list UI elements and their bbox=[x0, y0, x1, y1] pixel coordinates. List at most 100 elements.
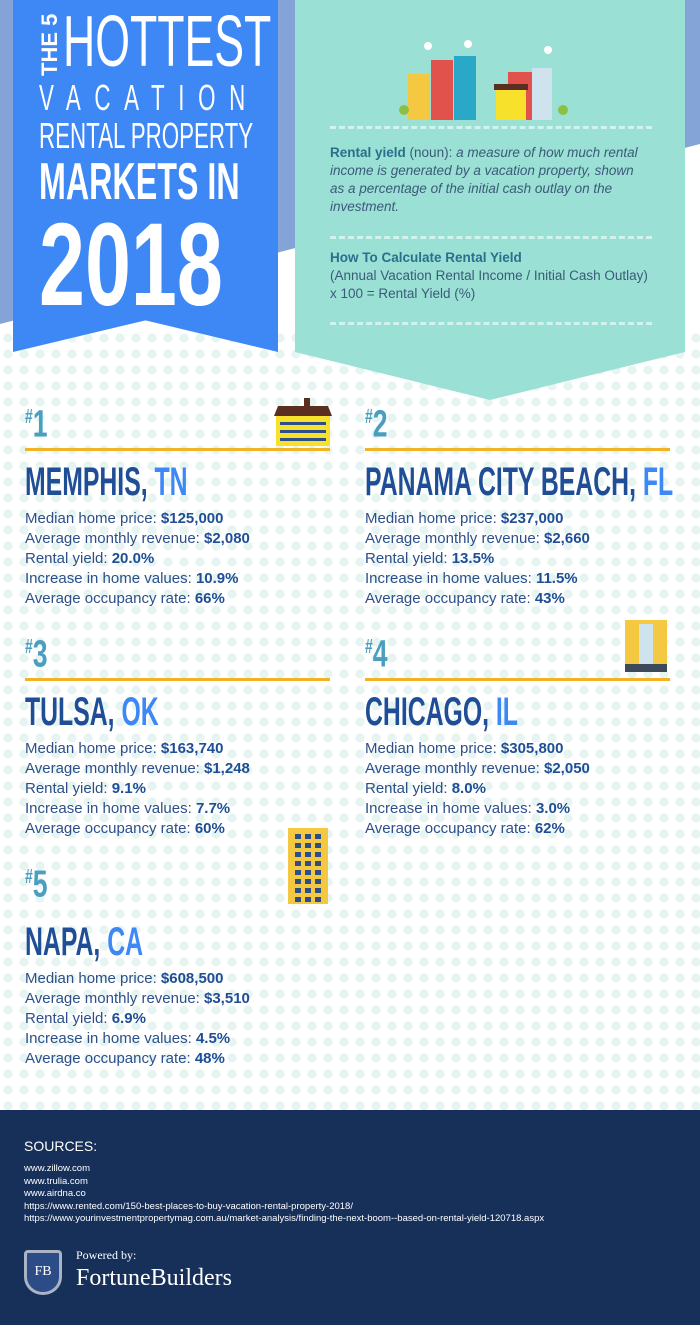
stat-value: 48% bbox=[194, 1049, 225, 1067]
rank-number: 3 bbox=[32, 633, 48, 676]
calculation-block: How To Calculate Rental Yield (Annual Va… bbox=[330, 249, 650, 303]
stat-revenue: Average monthly revenue: $2,050 bbox=[365, 759, 675, 779]
city-name: NAPA, CA bbox=[25, 919, 143, 965]
window bbox=[305, 897, 311, 902]
stat-label: Median home price: bbox=[25, 969, 161, 987]
title-banner: THE 5 HOTTEST VACATION RENTAL PROPERTY M… bbox=[13, 0, 278, 352]
stat-value: 43% bbox=[534, 589, 565, 607]
window bbox=[305, 843, 311, 848]
city-skyline-illustration bbox=[399, 40, 568, 120]
stat-label: Rental yield: bbox=[365, 779, 452, 797]
title-hottest: HOTTEST bbox=[63, 2, 272, 82]
stat-label: Median home price: bbox=[365, 739, 501, 757]
stat-label: Average monthly revenue: bbox=[25, 759, 204, 777]
stat-label: Rental yield: bbox=[25, 1009, 112, 1027]
stat-increase: Increase in home values: 11.5% bbox=[365, 569, 675, 589]
stat-yield: Rental yield: 13.5% bbox=[365, 549, 675, 569]
divider bbox=[330, 126, 652, 129]
window bbox=[295, 861, 301, 866]
title-vacation: VACATION bbox=[39, 77, 259, 118]
window bbox=[295, 870, 301, 875]
stat-median: Median home price: $163,740 bbox=[25, 739, 335, 759]
stat-value: 60% bbox=[194, 819, 225, 837]
divider-line bbox=[365, 677, 670, 681]
rank-number: 1 bbox=[32, 403, 48, 446]
stat-label: Increase in home values: bbox=[365, 799, 536, 817]
source-link[interactable]: https://www.yourinvestmentpropertymag.co… bbox=[24, 1213, 545, 1224]
stat-label: Average occupancy rate: bbox=[365, 589, 535, 607]
market-card-5: #5 NAPA, CA Median home price: $608,500 Ave… bbox=[25, 856, 335, 1069]
stat-value: 20.0% bbox=[111, 549, 155, 567]
definition-term: Rental yield bbox=[330, 145, 406, 160]
stat-value: 9.1% bbox=[111, 779, 146, 797]
city-name: MEMPHIS, TN bbox=[25, 459, 188, 505]
stat-median: Median home price: $237,000 bbox=[365, 509, 675, 529]
state: OK bbox=[121, 689, 159, 734]
stat-label: Rental yield: bbox=[365, 549, 452, 567]
building-icon bbox=[274, 398, 332, 446]
stat-label: Median home price: bbox=[365, 509, 501, 527]
stat-value: $1,248 bbox=[204, 759, 250, 777]
stat-label: Increase in home values: bbox=[25, 799, 196, 817]
window bbox=[315, 834, 321, 839]
title-markets-in: MARKETS IN bbox=[39, 153, 240, 211]
rank-label: #3 bbox=[25, 633, 48, 676]
stat-value: 66% bbox=[194, 589, 225, 607]
market-card-3: #3 TULSA, OK Median home price: $163,740 Av… bbox=[25, 626, 335, 839]
source-link[interactable]: www.airdna.co bbox=[24, 1188, 86, 1199]
source-link[interactable]: www.trulia.com bbox=[24, 1175, 88, 1187]
definition-panel bbox=[295, 0, 685, 400]
stat-value: 4.5% bbox=[195, 1029, 231, 1047]
title-year: 2018 bbox=[39, 199, 223, 331]
stat-value: $3,510 bbox=[204, 989, 250, 1007]
window bbox=[315, 852, 321, 857]
stat-value: 3.0% bbox=[535, 799, 571, 817]
stat-label: Average monthly revenue: bbox=[365, 529, 544, 547]
window bbox=[305, 834, 311, 839]
divider-line bbox=[25, 447, 330, 451]
stat-label: Increase in home values: bbox=[25, 1029, 196, 1047]
stat-label: Rental yield: bbox=[25, 549, 112, 567]
stat-label: Average occupancy rate: bbox=[365, 819, 535, 837]
window bbox=[315, 870, 321, 875]
city-name: TULSA, OK bbox=[25, 689, 159, 735]
stat-label: Average monthly revenue: bbox=[25, 989, 204, 1007]
stat-increase: Increase in home values: 7.7% bbox=[25, 799, 335, 819]
stat-median: Median home price: $608,500 bbox=[25, 969, 335, 989]
rank-number: 2 bbox=[372, 403, 388, 446]
stat-revenue: Average monthly revenue: $1,248 bbox=[25, 759, 335, 779]
rank-label: #1 bbox=[25, 403, 48, 446]
source-link[interactable]: https://www.rented.com/150-best-places-t… bbox=[24, 1200, 353, 1212]
window bbox=[295, 852, 301, 857]
window bbox=[295, 834, 301, 839]
stat-revenue: Average monthly revenue: $2,080 bbox=[25, 529, 335, 549]
city-name: PANAMA CITY BEACH, FL bbox=[365, 459, 673, 505]
window bbox=[295, 843, 301, 848]
stat-value: 10.9% bbox=[195, 569, 239, 587]
rank-number: 5 bbox=[32, 863, 48, 906]
stat-value: 6.9% bbox=[111, 1009, 146, 1027]
apartment-icon bbox=[625, 620, 667, 672]
dot-pattern-background bbox=[0, 330, 700, 1110]
source-link[interactable]: www.zillow.com bbox=[24, 1163, 90, 1174]
sources-list: www.zillow.com www.trulia.com www.airdna… bbox=[24, 1163, 544, 1226]
stat-label: Increase in home values: bbox=[365, 569, 536, 587]
window bbox=[315, 897, 321, 902]
stat-yield: Rental yield: 20.0% bbox=[25, 549, 335, 569]
rank-number: 4 bbox=[372, 633, 388, 676]
stat-label: Average occupancy rate: bbox=[25, 819, 195, 837]
stat-value: 8.0% bbox=[451, 779, 486, 797]
window bbox=[315, 888, 321, 893]
stat-value: 62% bbox=[534, 819, 565, 837]
divider-line bbox=[25, 677, 330, 681]
city: TULSA, bbox=[25, 689, 115, 734]
stat-increase: Increase in home values: 4.5% bbox=[25, 1029, 335, 1049]
divider bbox=[330, 322, 652, 325]
stat-value: $237,000 bbox=[500, 509, 564, 527]
window bbox=[295, 879, 301, 884]
stat-label: Average occupancy rate: bbox=[25, 1049, 195, 1067]
stat-label: Average occupancy rate: bbox=[25, 589, 195, 607]
stat-occupancy: Average occupancy rate: 66% bbox=[25, 589, 335, 609]
window bbox=[315, 861, 321, 866]
window bbox=[305, 861, 311, 866]
